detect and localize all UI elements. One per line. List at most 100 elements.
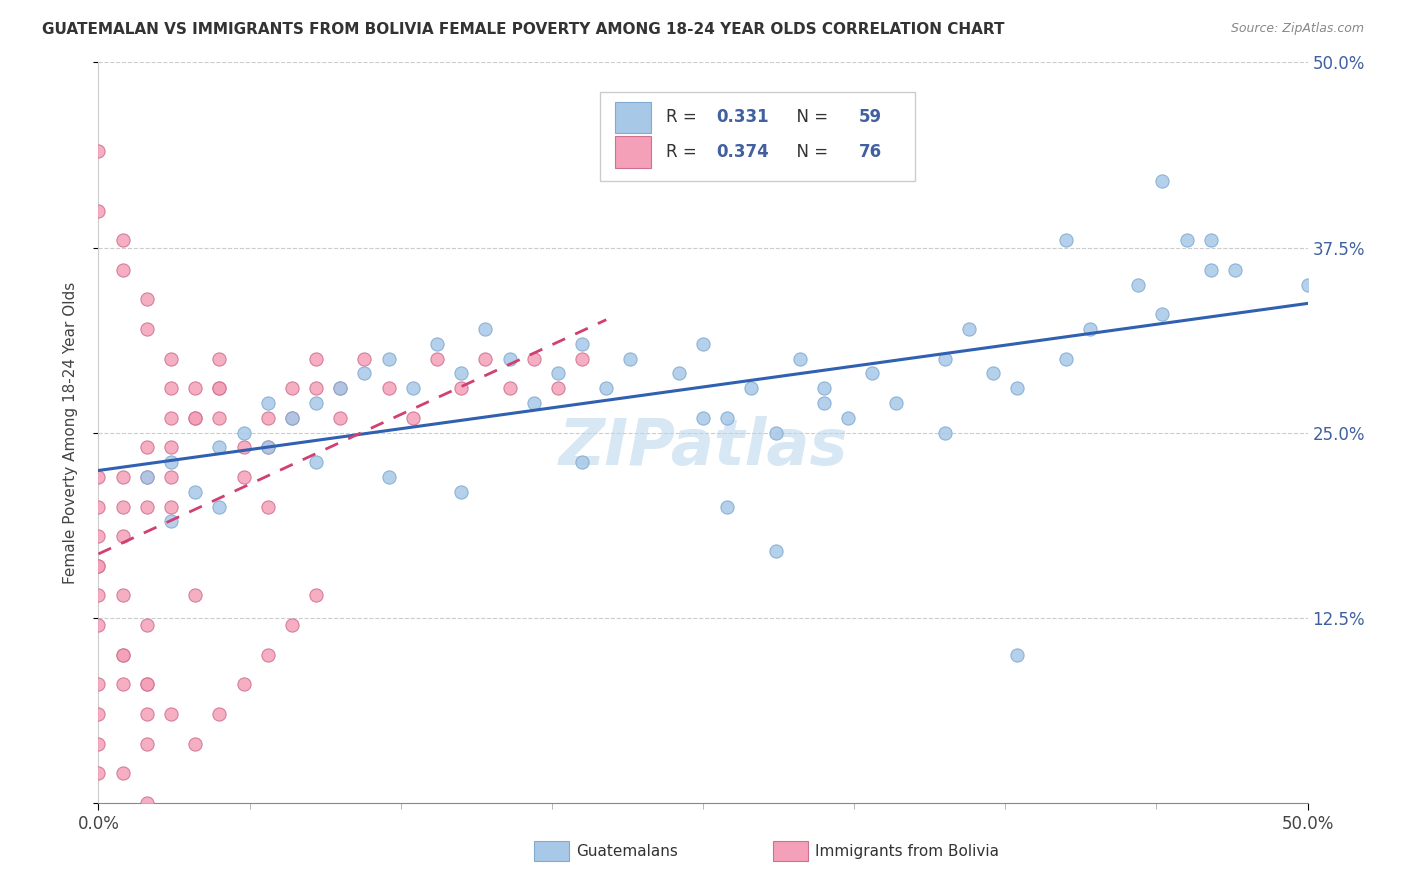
- Point: [87, 145, 110, 159]
- Point: [256, 396, 278, 410]
- Point: [135, 470, 157, 484]
- Point: [87, 529, 110, 543]
- Point: [716, 500, 738, 514]
- Point: [87, 470, 110, 484]
- Point: [813, 396, 835, 410]
- Point: [87, 706, 110, 721]
- Point: [1128, 277, 1150, 292]
- Point: [1078, 322, 1101, 336]
- Point: [498, 381, 520, 395]
- Point: [111, 233, 134, 247]
- Point: [450, 381, 472, 395]
- Point: [111, 677, 134, 691]
- Point: [256, 441, 278, 455]
- Text: R =: R =: [665, 143, 702, 161]
- Point: [256, 648, 278, 662]
- Point: [184, 410, 207, 425]
- Point: [595, 381, 617, 395]
- Bar: [614, 102, 651, 133]
- Point: [111, 589, 134, 603]
- Point: [886, 396, 908, 410]
- Point: [135, 441, 157, 455]
- Point: [716, 410, 738, 425]
- Point: [523, 396, 546, 410]
- Point: [1296, 277, 1319, 292]
- Point: [135, 500, 157, 514]
- Point: [1152, 307, 1174, 321]
- Point: [668, 367, 690, 381]
- Point: [281, 381, 304, 395]
- Point: [232, 677, 254, 691]
- Point: [160, 455, 183, 469]
- Point: [256, 441, 278, 455]
- Point: [305, 455, 328, 469]
- Point: [160, 441, 183, 455]
- Point: [87, 203, 110, 218]
- Text: Guatemalans: Guatemalans: [576, 845, 678, 859]
- Text: 76: 76: [859, 143, 882, 161]
- Point: [353, 367, 375, 381]
- Point: [160, 470, 183, 484]
- Point: [208, 706, 231, 721]
- Point: [692, 336, 714, 351]
- Point: [135, 677, 157, 691]
- Point: [111, 500, 134, 514]
- Point: [523, 351, 546, 366]
- Point: [87, 618, 110, 632]
- Point: [1007, 648, 1029, 662]
- Point: [256, 500, 278, 514]
- Point: [87, 558, 110, 573]
- Point: [111, 648, 134, 662]
- Point: [498, 351, 520, 366]
- Point: [571, 455, 593, 469]
- Point: [232, 425, 254, 440]
- Point: [547, 367, 569, 381]
- Point: [208, 441, 231, 455]
- Point: [740, 381, 762, 395]
- Point: [111, 766, 134, 780]
- Point: [571, 351, 593, 366]
- Point: [208, 381, 231, 395]
- Point: [377, 381, 399, 395]
- Point: [111, 470, 134, 484]
- Point: [353, 351, 375, 366]
- Point: [450, 484, 472, 499]
- Text: N =: N =: [786, 108, 834, 127]
- Point: [208, 410, 231, 425]
- Point: [281, 410, 304, 425]
- Text: GUATEMALAN VS IMMIGRANTS FROM BOLIVIA FEMALE POVERTY AMONG 18-24 YEAR OLDS CORRE: GUATEMALAN VS IMMIGRANTS FROM BOLIVIA FE…: [42, 22, 1005, 37]
- Point: [860, 367, 883, 381]
- Point: [571, 336, 593, 351]
- Point: [281, 410, 304, 425]
- Point: [934, 425, 956, 440]
- Point: [305, 351, 328, 366]
- Point: [160, 706, 183, 721]
- Point: [1223, 262, 1246, 277]
- Point: [329, 410, 352, 425]
- Point: [450, 367, 472, 381]
- Point: [1007, 381, 1029, 395]
- Point: [789, 351, 811, 366]
- Point: [208, 500, 231, 514]
- Point: [184, 484, 207, 499]
- Point: [87, 500, 110, 514]
- Point: [184, 410, 207, 425]
- Point: [184, 589, 207, 603]
- Point: [305, 589, 328, 603]
- Point: [135, 796, 157, 810]
- Text: Source: ZipAtlas.com: Source: ZipAtlas.com: [1230, 22, 1364, 36]
- Point: [474, 322, 496, 336]
- Point: [160, 351, 183, 366]
- Point: [135, 470, 157, 484]
- Text: 59: 59: [859, 108, 882, 127]
- FancyBboxPatch shape: [600, 92, 915, 181]
- Point: [692, 410, 714, 425]
- Point: [1175, 233, 1198, 247]
- Text: 0.331: 0.331: [716, 108, 769, 127]
- Point: [402, 410, 425, 425]
- Point: [547, 381, 569, 395]
- Text: ZIPatlas: ZIPatlas: [558, 417, 848, 478]
- Point: [135, 618, 157, 632]
- Point: [135, 706, 157, 721]
- Point: [135, 322, 157, 336]
